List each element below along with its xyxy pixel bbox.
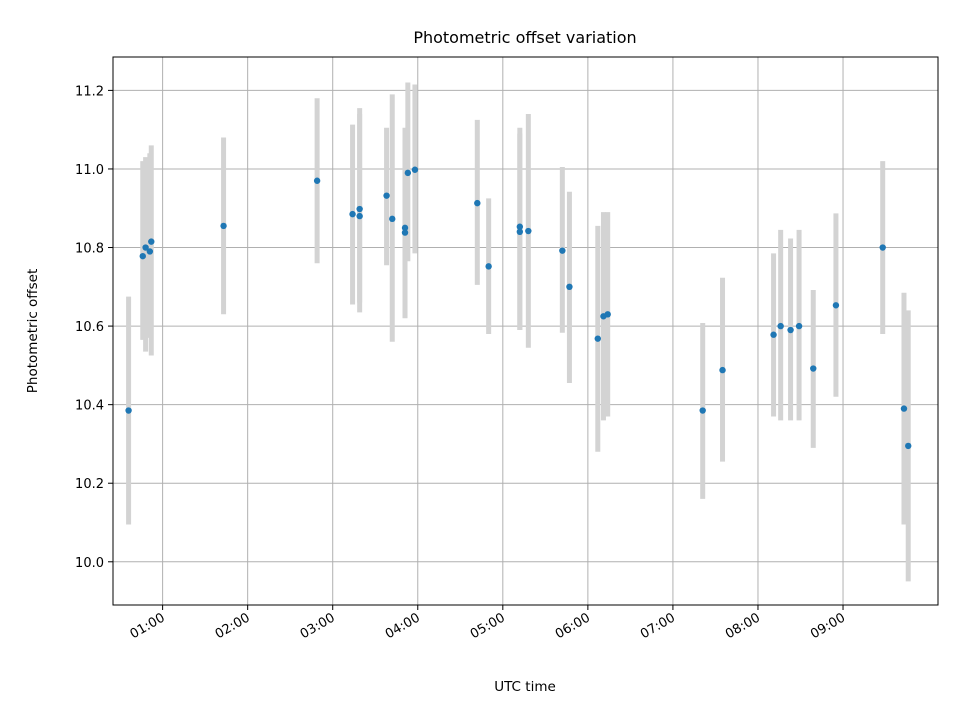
data-point [404,169,412,177]
data-point [485,263,492,270]
data-point [879,244,886,251]
data-point [559,247,566,254]
data-point [566,283,573,291]
y-tick-label: 10.8 [75,242,104,257]
data-point [383,192,390,199]
data-point [525,227,532,235]
data-point [474,199,481,207]
data-point [699,407,706,414]
data-point [220,222,227,230]
data-point [777,322,784,330]
data-point [795,322,803,330]
data-point [125,407,132,414]
data-point [389,215,396,223]
data-point [401,229,409,236]
data-point [356,205,363,213]
data-point [832,302,840,309]
data-point [770,331,777,338]
y-tick-label: 10.2 [75,477,104,492]
data-point [349,210,356,218]
data-point [787,326,794,334]
data-point [810,365,817,372]
data-point [401,224,409,232]
plot-frame [112,56,939,606]
data-point [516,228,524,236]
data-point [356,212,363,220]
data-point [900,405,908,412]
data-point [594,335,601,342]
data-point [148,238,155,245]
y-axis-label: Photometric offset [25,269,41,393]
data-point [139,252,146,260]
chart-title: Photometric offset variation [413,28,636,47]
data-point [146,248,154,255]
data-point [142,244,149,251]
grid-layer [113,57,938,605]
data-point [516,223,524,230]
y-tick-label: 10.0 [75,556,104,571]
data-point [905,442,912,450]
y-tick-label: 11.2 [75,84,104,99]
x-axis-label: UTC time [494,679,556,695]
data-point [411,166,419,173]
data-point [604,311,611,318]
y-tick-label: 10.4 [75,399,104,414]
data-point [719,366,726,374]
y-tick-label: 11.0 [75,163,104,178]
data-point [313,177,321,184]
y-tick-label: 10.6 [75,320,104,335]
point-layer [125,166,912,450]
